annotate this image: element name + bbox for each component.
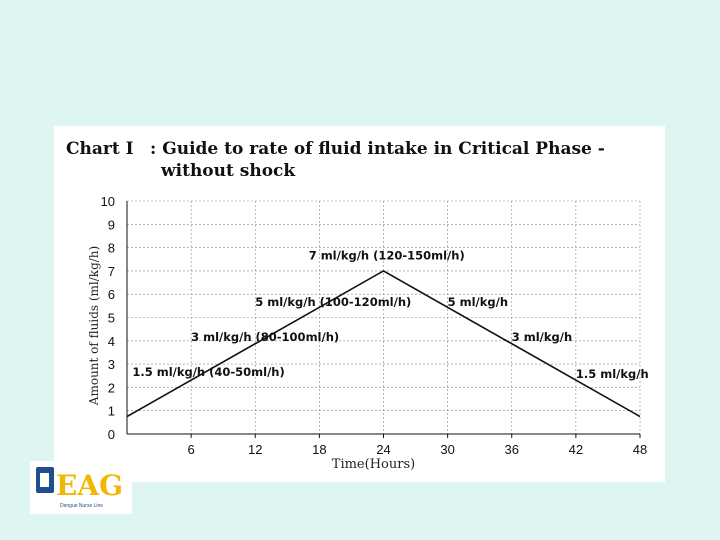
chart-card: Chart I : Guide to rate of fluid intake i…: [54, 126, 665, 482]
logo: EAG Dengue Nurse Line: [30, 461, 132, 514]
y-tick-label: 2: [108, 380, 115, 395]
x-tick-label: 36: [505, 442, 519, 457]
x-tick-label: 48: [633, 442, 647, 457]
annotation-label: 7 ml/kg/h (120-150ml/h): [309, 248, 465, 262]
x-tick-label: 30: [440, 442, 454, 457]
annotation-label: 5 ml/kg/h (100-120ml/h): [255, 295, 411, 309]
series-line: [126, 269, 641, 418]
chart-title: Chart I : Guide to rate of fluid intake i…: [66, 138, 605, 182]
x-tick-label: 12: [248, 442, 262, 457]
x-axis-label: Time(Hours): [332, 457, 415, 472]
logo-icon: EAG Dengue Nurse Line: [36, 467, 123, 509]
chart-title-prefix: Chart I: [66, 139, 134, 159]
y-tick-label: 0: [108, 427, 115, 442]
y-tick-label: 9: [108, 217, 115, 232]
x-tick-label: 42: [569, 442, 583, 457]
y-tick-label: 8: [108, 241, 115, 256]
y-axis-label: Amount of fluids (ml/kg/h): [87, 246, 101, 406]
annotation-label: 3 ml/kg/h (80-100ml/h): [191, 330, 339, 344]
x-tick-label: 24: [376, 442, 390, 457]
logo-caption: Dengue Nurse Line: [60, 503, 103, 509]
y-tick-label: 6: [108, 287, 115, 302]
y-tick-label: 10: [101, 194, 115, 209]
annotation-label: 5 ml/kg/h: [448, 295, 508, 309]
y-tick-label: 3: [108, 357, 115, 372]
y-tick-label: 5: [108, 311, 115, 326]
logo-text: EAG: [56, 469, 123, 502]
y-tick-label: 1: [108, 404, 115, 419]
annotation-label: 3 ml/kg/h: [512, 330, 572, 344]
chart-title-line2: without shock: [161, 161, 296, 181]
y-tick-label: 4: [108, 334, 115, 349]
y-tick-label: 7: [108, 264, 115, 279]
x-tick-label: 18: [312, 442, 326, 457]
annotation-label: 1.5 ml/kg/h: [576, 367, 649, 381]
annotation-label: 1.5 ml/kg/h (40-50ml/h): [132, 365, 284, 379]
x-tick-label: 6: [188, 442, 195, 457]
chart-title-line1: : Guide to rate of fluid intake in Criti…: [150, 139, 605, 159]
